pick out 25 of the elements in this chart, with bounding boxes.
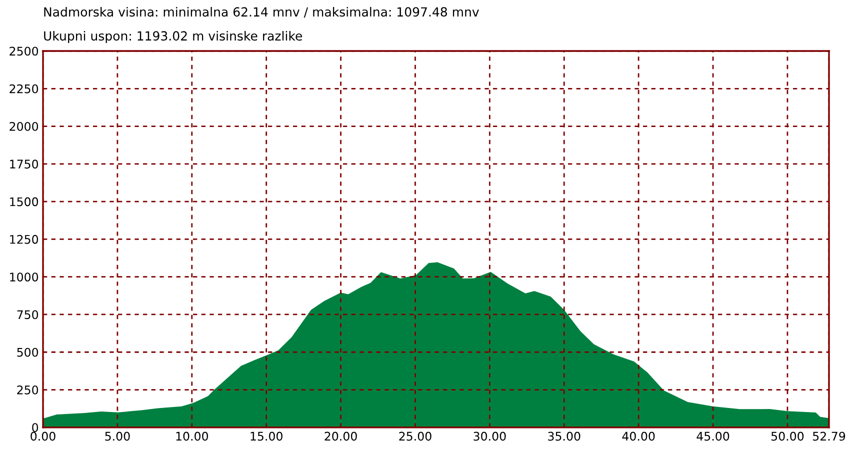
x-tick-label: 30.00 bbox=[474, 432, 506, 441]
x-tick-label: 15.00 bbox=[250, 432, 282, 441]
y-tick-label: 1500 bbox=[10, 197, 38, 206]
x-tick-label: 45.00 bbox=[696, 432, 730, 441]
x-tick-label: 35.00 bbox=[548, 432, 580, 441]
chart-title: Nadmorska visina: minimalna 62.14 mnv / maksimalna: 1097.48 mnv bbox=[44, 6, 479, 18]
x-tick-label: 0.00 bbox=[30, 432, 56, 441]
x-tick-label: 25.00 bbox=[399, 432, 432, 441]
x-tick-label: 52.79 bbox=[813, 432, 846, 441]
y-tick-label: 750 bbox=[17, 310, 38, 320]
y-tick-label: 2500 bbox=[10, 46, 38, 56]
y-tick-label: 0 bbox=[32, 423, 38, 432]
chart-subtitle: Ukupni uspon: 1193.02 m visinske razlike bbox=[44, 30, 302, 44]
y-tick-label: 2250 bbox=[10, 84, 38, 94]
y-tick-label: 1750 bbox=[10, 160, 38, 169]
x-tick-label: 20.00 bbox=[324, 432, 357, 441]
y-tick-label: 2000 bbox=[10, 122, 38, 131]
y-tick-label: 1250 bbox=[10, 234, 38, 244]
x-tick-label: 40.00 bbox=[622, 432, 655, 441]
x-tick-label: 5.00 bbox=[105, 432, 130, 441]
x-tick-label: 10.00 bbox=[176, 432, 208, 441]
x-tick-label: 50.00 bbox=[771, 432, 804, 441]
y-tick-label: 250 bbox=[17, 385, 38, 394]
y-tick-label: 500 bbox=[17, 348, 38, 357]
y-tick-label: 1000 bbox=[10, 272, 38, 282]
